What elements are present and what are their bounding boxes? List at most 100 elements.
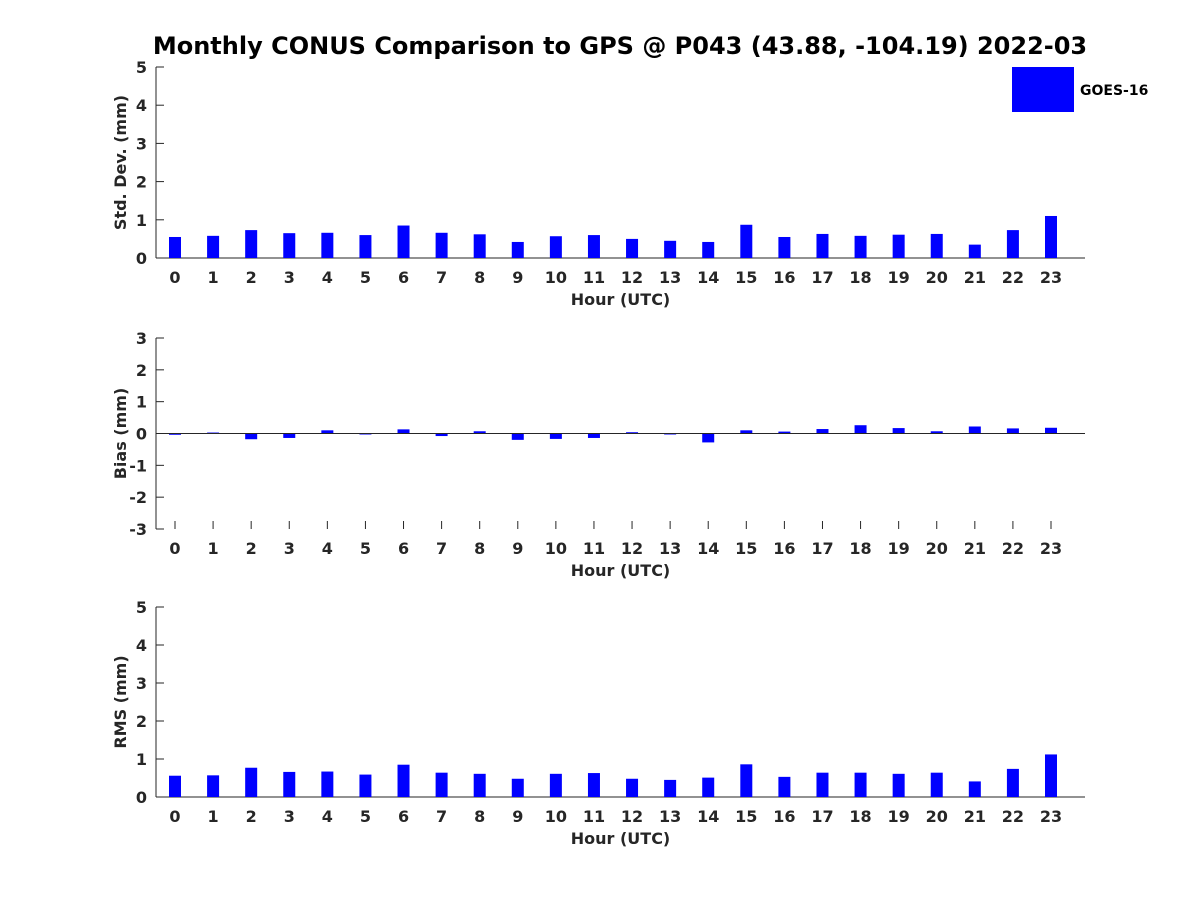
- rms-x-tick-label: 10: [545, 807, 567, 826]
- std-dev-x-tick-label: 11: [583, 268, 605, 287]
- bias-bar: [473, 431, 486, 434]
- rms-x-tick-label: 1: [208, 807, 219, 826]
- bias-y-tick-label: -3: [129, 520, 147, 539]
- rms-bar: [740, 764, 753, 797]
- rms-x-tick-label: 22: [1002, 807, 1024, 826]
- bias-x-axis-label: Hour (UTC): [571, 561, 671, 580]
- std-dev-bar: [283, 233, 296, 258]
- bias-bar: [245, 433, 258, 440]
- bias-y-tick-label: -1: [129, 456, 147, 475]
- rms-x-tick-label: 6: [398, 807, 409, 826]
- rms-bar: [397, 764, 410, 797]
- rms-bar: [968, 781, 981, 797]
- rms-bar: [778, 776, 791, 797]
- bias-x-tick-label: 22: [1002, 539, 1024, 558]
- bias-x-tick-label: 7: [436, 539, 447, 558]
- bias-x-tick-label: 12: [621, 539, 643, 558]
- chart-title: Monthly CONUS Comparison to GPS @ P043 (…: [153, 32, 1087, 60]
- std-dev-bar: [473, 234, 486, 258]
- std-dev-bar: [1006, 230, 1019, 258]
- std-dev-bar: [321, 232, 334, 258]
- bias-bar: [702, 433, 715, 443]
- std-dev-x-tick-label: 7: [436, 268, 447, 287]
- bias-x-tick-label: 1: [208, 539, 219, 558]
- rms-bar: [664, 779, 677, 797]
- std-dev-bar: [740, 224, 753, 258]
- bias-x-tick-label: 6: [398, 539, 409, 558]
- bias-x-tick-label: 10: [545, 539, 567, 558]
- std-dev-x-tick-label: 6: [398, 268, 409, 287]
- bias-bar: [626, 432, 639, 434]
- bias-y-tick-label: 1: [136, 393, 147, 412]
- rms-x-tick-label: 0: [169, 807, 180, 826]
- bias-x-tick-label: 23: [1040, 539, 1062, 558]
- bias-bar: [816, 429, 829, 434]
- rms-y-tick-label: 3: [136, 674, 147, 693]
- rms-x-axis-label: Hour (UTC): [571, 829, 671, 848]
- bias-x-tick-label: 18: [849, 539, 871, 558]
- rms-bar: [816, 772, 829, 797]
- rms-y-tick-label: 4: [136, 636, 147, 655]
- std-dev-bar: [207, 235, 220, 258]
- bias-bar: [397, 429, 410, 434]
- rms-y-tick-label: 5: [136, 598, 147, 617]
- rms-x-tick-label: 3: [284, 807, 295, 826]
- std-dev-bar: [169, 236, 181, 258]
- std-dev-x-tick-label: 9: [512, 268, 523, 287]
- bias-bar: [283, 433, 296, 438]
- std-dev-y-tick-label: 3: [136, 134, 147, 153]
- bias-bar: [321, 430, 334, 434]
- bias-x-tick-label: 13: [659, 539, 681, 558]
- std-dev-x-tick-label: 16: [773, 268, 795, 287]
- rms-x-tick-label: 14: [697, 807, 719, 826]
- rms-x-tick-label: 13: [659, 807, 681, 826]
- rms-bar: [549, 773, 562, 797]
- bias-x-tick-label: 2: [246, 539, 257, 558]
- std-dev-y-tick-label: 2: [136, 173, 147, 192]
- std-dev-x-tick-label: 15: [735, 268, 757, 287]
- std-dev-x-tick-label: 23: [1040, 268, 1062, 287]
- rms-x-tick-label: 19: [888, 807, 910, 826]
- std-dev-bar: [664, 240, 677, 258]
- rms-y-tick-label: 2: [136, 712, 147, 731]
- std-dev-bar: [435, 232, 448, 258]
- std-dev-y-axis-label: Std. Dev. (mm): [111, 95, 130, 230]
- rms-y-tick-label: 1: [136, 750, 147, 769]
- legend-swatch: [1012, 67, 1074, 112]
- rms-bar: [511, 778, 524, 797]
- rms-y-tick-label: 0: [136, 788, 147, 807]
- rms-x-tick-label: 21: [964, 807, 986, 826]
- rms-y-axis-label: RMS (mm): [111, 655, 130, 748]
- bias-bar: [1006, 428, 1019, 434]
- std-dev-bar: [778, 236, 791, 258]
- std-dev-bar: [930, 233, 943, 258]
- rms-bar: [321, 771, 334, 797]
- rms-bar: [1045, 754, 1057, 797]
- bias-bar: [511, 433, 524, 440]
- std-dev-x-tick-label: 2: [246, 268, 257, 287]
- legend-label: GOES-16: [1080, 83, 1148, 99]
- bias-x-tick-label: 20: [926, 539, 948, 558]
- rms-x-tick-label: 20: [926, 807, 948, 826]
- rms-x-tick-label: 16: [773, 807, 795, 826]
- rms-bar: [207, 775, 220, 797]
- std-dev-bar: [587, 235, 600, 258]
- bias-bar: [169, 433, 181, 435]
- std-dev-x-tick-label: 13: [659, 268, 681, 287]
- std-dev-bar: [702, 241, 715, 258]
- rms-bar: [473, 773, 486, 797]
- rms-bar: [892, 773, 905, 797]
- std-dev-y-tick-label: 4: [136, 96, 147, 115]
- rms-x-tick-label: 17: [811, 807, 833, 826]
- rms-bar: [1006, 768, 1019, 797]
- bias-bar: [892, 428, 905, 434]
- bias-x-tick-label: 4: [322, 539, 333, 558]
- rms-x-tick-label: 18: [849, 807, 871, 826]
- rms-bar: [587, 773, 600, 797]
- bias-x-tick-label: 8: [474, 539, 485, 558]
- rms-x-tick-label: 15: [735, 807, 757, 826]
- rms-bar: [359, 774, 372, 797]
- bias-bar: [854, 425, 867, 434]
- bias-x-tick-label: 3: [284, 539, 295, 558]
